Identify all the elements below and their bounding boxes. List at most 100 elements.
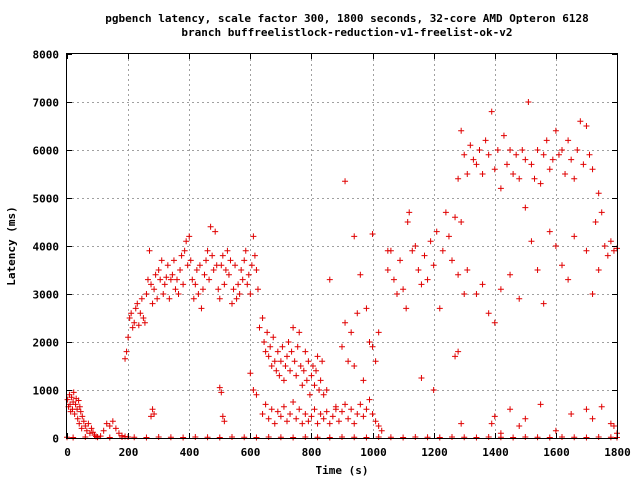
data-point: [332, 403, 339, 410]
data-point: [265, 434, 272, 441]
data-point: [247, 291, 254, 297]
data-point: [299, 382, 306, 389]
data-point: [363, 305, 370, 312]
data-point: [491, 413, 498, 420]
data-point: [345, 358, 352, 365]
data-point: [571, 175, 578, 182]
data-point: [583, 406, 590, 413]
data-point: [449, 434, 455, 441]
data-point: [293, 372, 300, 379]
data-point: [309, 363, 316, 369]
data-point: [163, 274, 170, 281]
data-point: [546, 434, 553, 441]
data-point: [323, 387, 330, 393]
data-point: [482, 137, 489, 144]
data-point: [305, 358, 312, 365]
data-point: [418, 281, 425, 288]
data-point: [77, 408, 84, 415]
data-point: [229, 300, 235, 307]
data-point: [479, 281, 486, 288]
data-point: [248, 262, 255, 269]
data-point: [534, 267, 541, 273]
data-point: [354, 310, 361, 317]
data-point: [222, 267, 229, 273]
data-point: [209, 252, 216, 259]
data-point: [467, 142, 474, 149]
data-point: [192, 434, 199, 441]
data-point: [586, 151, 593, 158]
data-point: [267, 343, 274, 350]
data-point: [160, 291, 167, 297]
data-point: [342, 178, 349, 185]
data-point: [161, 281, 168, 288]
data-point: [76, 420, 83, 427]
data-point: [204, 434, 211, 441]
data-point: [598, 403, 605, 410]
data-point: [348, 406, 355, 413]
data-point: [375, 423, 382, 429]
data-point: [293, 415, 300, 422]
data-point: [268, 363, 275, 369]
y-tick-label: 4000: [33, 241, 60, 254]
data-point: [369, 343, 376, 350]
data-point: [308, 372, 315, 379]
data-point: [143, 434, 150, 441]
data-point: [300, 367, 307, 374]
data-point: [354, 411, 361, 417]
data-point: [216, 384, 223, 391]
data-point: [311, 406, 318, 413]
data-point: [510, 171, 517, 177]
data-point: [253, 267, 260, 273]
data-point: [595, 434, 602, 441]
data-point: [607, 434, 614, 441]
data-point: [458, 219, 465, 225]
x-tick-label: 1000: [360, 446, 387, 459]
data-point: [313, 367, 320, 374]
data-point: [119, 434, 125, 441]
data-point: [167, 434, 174, 441]
data-point: [282, 363, 289, 369]
data-point: [565, 137, 572, 144]
data-point: [125, 334, 132, 341]
data-point: [88, 425, 95, 432]
data-point: [326, 434, 333, 441]
data-point: [488, 108, 495, 115]
data-point: [317, 411, 324, 417]
data-point: [256, 324, 263, 331]
data-point: [221, 281, 228, 288]
data-point: [400, 286, 407, 293]
data-point: [219, 252, 226, 259]
data-point: [268, 406, 275, 413]
data-point: [189, 276, 196, 283]
data-point: [421, 252, 428, 259]
data-point: [109, 418, 116, 425]
data-point: [170, 257, 177, 264]
data-point: [455, 175, 462, 182]
data-point: [259, 315, 266, 321]
data-point: [317, 377, 324, 384]
data-point: [204, 247, 211, 254]
data-point: [455, 271, 462, 278]
x-tick-label: 1200: [421, 446, 448, 459]
data-point: [339, 408, 345, 415]
data-point: [155, 267, 162, 273]
data-point: [86, 430, 93, 437]
data-point: [277, 413, 284, 420]
data-point: [148, 413, 155, 420]
data-point: [580, 161, 587, 168]
data-point: [193, 267, 200, 273]
data-point: [375, 434, 382, 441]
data-point: [287, 367, 294, 374]
data-point: [360, 413, 367, 420]
data-point: [583, 434, 590, 441]
plot-frame: [66, 53, 618, 439]
data-point: [203, 257, 210, 264]
data-point: [430, 387, 437, 393]
data-points: [64, 99, 620, 441]
data-point: [610, 247, 617, 254]
data-point: [418, 375, 425, 381]
data-point: [583, 247, 590, 254]
data-point: [335, 418, 342, 425]
data-point: [264, 329, 271, 336]
